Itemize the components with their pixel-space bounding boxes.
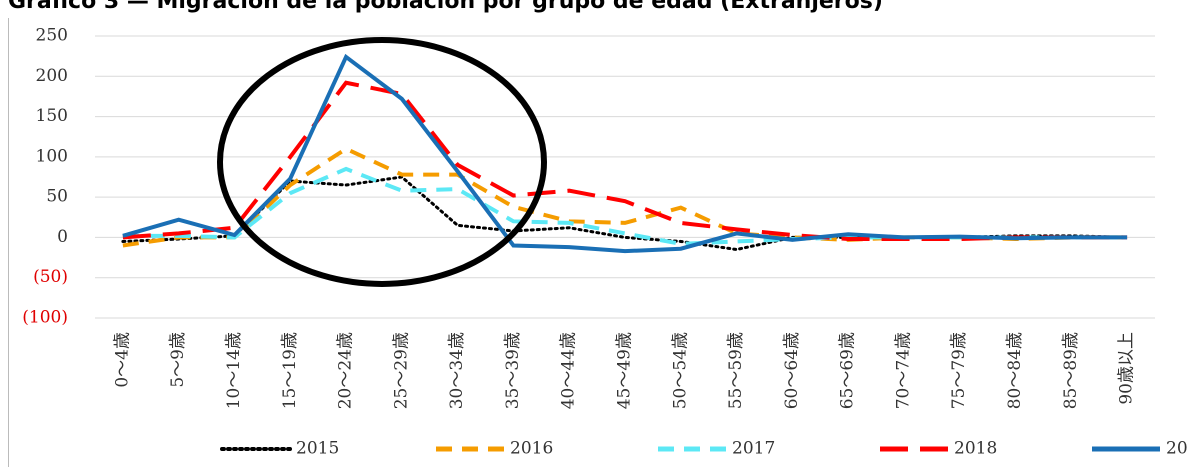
y-tick-label: 150 <box>36 106 68 126</box>
legend-label: 2019 <box>1166 439 1187 459</box>
x-tick-label: 20～24歳 <box>336 332 356 409</box>
y-tick-label: 100 <box>36 146 68 166</box>
series-line <box>122 53 1128 254</box>
highlight-ellipse <box>217 37 547 287</box>
y-tick-label: 50 <box>46 187 68 207</box>
x-tick-label: 90歳以上 <box>1117 332 1137 405</box>
y-tick-label: 0 <box>57 227 68 247</box>
x-tick-label: 30～34歳 <box>447 332 467 409</box>
x-tick-label: 25～29歳 <box>391 332 411 409</box>
x-tick-label: 10～14歳 <box>224 332 244 409</box>
y-tick-label: (100) <box>22 308 68 328</box>
x-tick-label: 55～59歳 <box>726 332 746 409</box>
legend-label: 2015 <box>296 439 339 459</box>
x-tick-label: 35～39歳 <box>503 332 523 409</box>
series-line <box>122 80 1128 242</box>
x-tick-label: 45～49歳 <box>615 332 635 409</box>
plot: (100) (50) 0 50 100 150 200 250 0～4歳 5～9歳 10～14歳 15… <box>22 26 1155 409</box>
y-tick-label: (50) <box>33 267 68 287</box>
x-tick-label: 0～4歳 <box>112 332 132 388</box>
y-tick-label: 200 <box>36 66 68 86</box>
x-tick-label: 65～69歳 <box>838 332 858 409</box>
legend-label: 2017 <box>732 439 775 459</box>
x-tick-label: 60～64歳 <box>782 332 802 409</box>
x-tick-label: 70～74歳 <box>893 332 913 409</box>
legend-label: 2018 <box>954 439 997 459</box>
x-tick-label: 80～84歳 <box>1005 332 1025 409</box>
x-tick-label: 85～89歳 <box>1061 332 1081 409</box>
y-tick-label: 250 <box>36 26 68 46</box>
x-tick-label: 50～54歳 <box>670 332 690 409</box>
chart-title: Gráfico 3 — Migración de la población po… <box>8 0 883 14</box>
x-tick-label: 40～44歳 <box>559 332 579 409</box>
x-tick-label: 15～19歳 <box>280 332 300 409</box>
legend: 2015 2016 2017 2018 2019 <box>220 439 1187 459</box>
x-tick-label: 5～9歳 <box>168 332 188 388</box>
legend-label: 2016 <box>510 439 553 459</box>
x-tick-label: 75～79歳 <box>949 332 969 409</box>
